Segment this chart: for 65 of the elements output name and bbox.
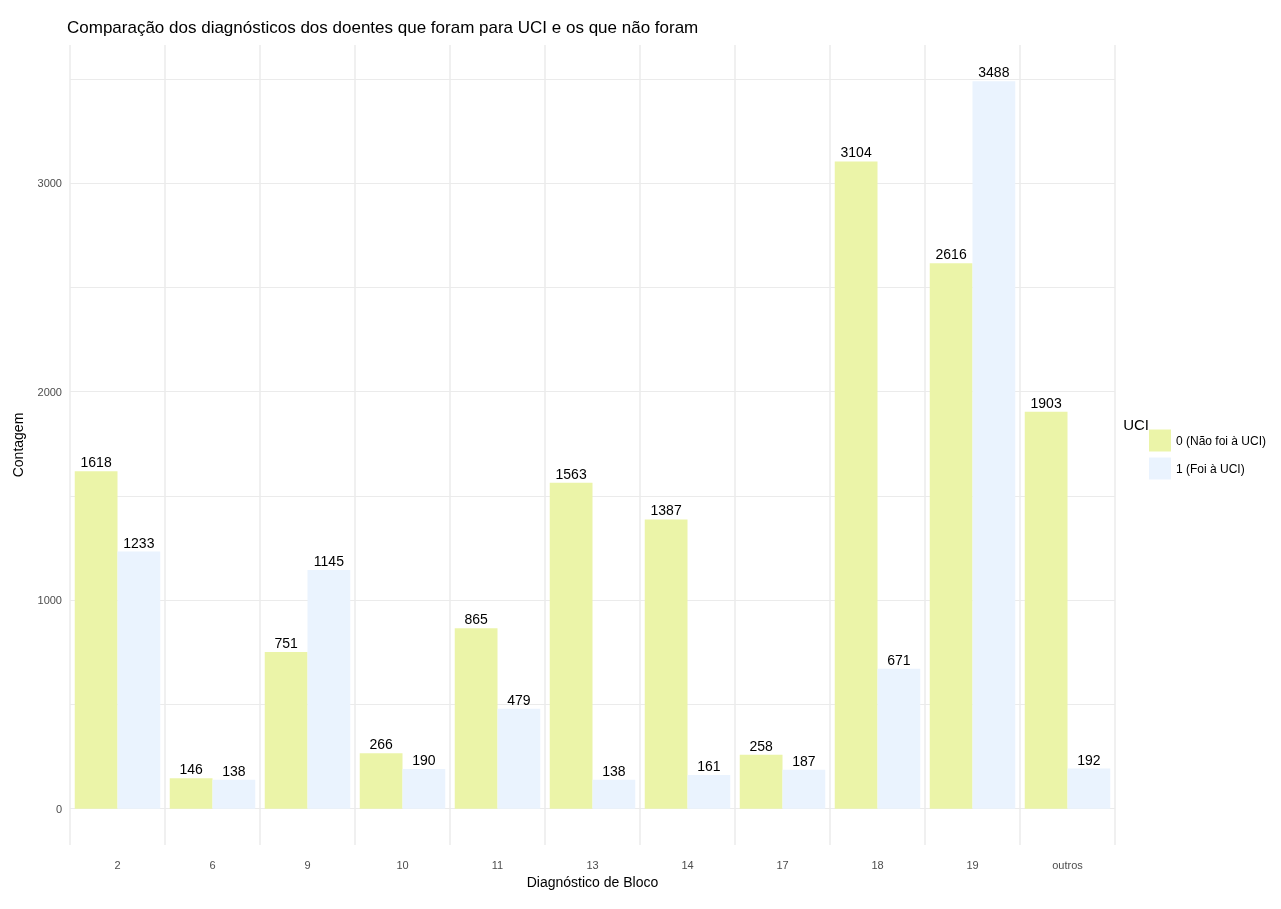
data-label: 190	[412, 752, 436, 769]
data-label: 479	[507, 691, 531, 708]
data-label: 1145	[313, 552, 345, 569]
x-tick-label: 6	[209, 858, 216, 871]
data-label: 1618	[80, 454, 112, 471]
data-label: 2616	[935, 246, 967, 263]
bar	[264, 652, 308, 809]
x-tick-label: 17	[776, 858, 789, 871]
data-label: 1563	[555, 465, 587, 482]
x-tick-label: 13	[586, 858, 599, 871]
x-tick-label: 19	[966, 858, 979, 871]
y-axis-title: Contagem	[10, 412, 26, 478]
x-tick-label: 14	[681, 858, 694, 871]
bar	[644, 519, 688, 809]
y-tick-label: 3000	[37, 177, 62, 190]
y-tick-label: 0	[55, 802, 62, 815]
x-tick-label: 11	[491, 858, 504, 871]
data-label: 1387	[650, 502, 682, 519]
bar	[929, 263, 973, 809]
bar	[549, 482, 593, 809]
data-label: 138	[222, 762, 246, 779]
bar	[454, 628, 498, 809]
legend-title: UCI	[1123, 416, 1150, 433]
data-label: 865	[464, 611, 489, 628]
legend-label: 1 (Foi à UCI)	[1175, 461, 1245, 476]
bar	[592, 779, 636, 809]
data-label: 751	[274, 635, 299, 652]
bar	[739, 754, 783, 809]
data-label: 146	[179, 761, 204, 778]
data-label: 187	[792, 752, 816, 769]
data-label: 192	[1077, 751, 1101, 768]
x-tick-label: 2	[114, 858, 121, 871]
data-label: 161	[697, 758, 721, 775]
data-label: 258	[749, 737, 774, 754]
data-label: 3488	[978, 64, 1010, 81]
legend-label: 0 (Não foi à UCI)	[1175, 433, 1266, 448]
bar	[972, 81, 1016, 809]
data-label: 671	[887, 651, 911, 668]
bar	[212, 779, 256, 809]
data-label: 138	[602, 762, 626, 779]
bar	[497, 708, 541, 809]
bar	[877, 668, 921, 809]
x-tick-label: 9	[304, 858, 311, 871]
bar	[782, 769, 826, 809]
bar	[1024, 411, 1068, 809]
bar	[307, 569, 351, 809]
x-tick-label: outros	[1052, 858, 1084, 871]
data-label: 1903	[1030, 394, 1062, 411]
x-axis-title: Diagnóstico de Bloco	[526, 874, 659, 890]
x-tick-label: 18	[871, 858, 884, 871]
chart-title: Comparação dos diagnósticos dos doentes que foram para UCI e os que não foram	[67, 18, 699, 37]
bar	[1067, 768, 1111, 809]
bar	[687, 775, 731, 809]
x-tick-label: 10	[396, 858, 409, 871]
bar	[402, 769, 446, 809]
data-label: 266	[369, 736, 394, 753]
bar	[834, 161, 878, 809]
y-tick-label: 2000	[37, 385, 62, 398]
bar	[359, 753, 403, 809]
y-tick-label: 1000	[37, 594, 62, 607]
data-label: 3104	[840, 144, 872, 161]
bar	[74, 471, 118, 809]
bar	[169, 778, 213, 809]
data-label: 1233	[123, 534, 155, 551]
bar	[117, 551, 161, 809]
